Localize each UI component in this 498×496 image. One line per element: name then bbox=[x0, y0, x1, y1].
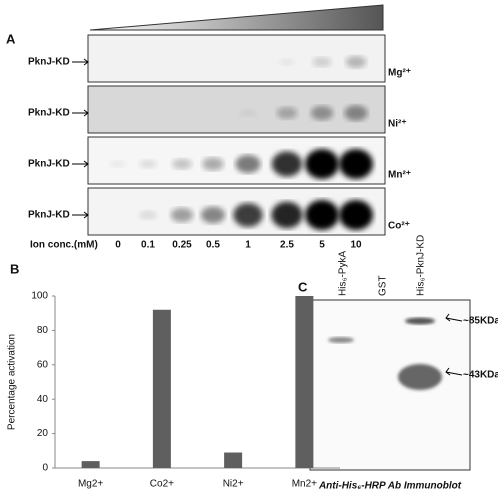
row-label: PknJ-KD bbox=[28, 159, 70, 170]
gel-band bbox=[139, 159, 157, 169]
x-tick-label: Ni2+ bbox=[223, 479, 244, 490]
gel-band bbox=[305, 200, 339, 230]
bar bbox=[224, 452, 243, 468]
lane-label: 5 bbox=[319, 240, 325, 251]
arrow-head bbox=[83, 160, 89, 168]
ion-label: Mn²⁺ bbox=[388, 170, 411, 181]
gel-band bbox=[235, 155, 261, 173]
gel-band bbox=[202, 157, 224, 171]
ion-label: Ni²⁺ bbox=[388, 119, 407, 130]
arrow-head bbox=[83, 58, 89, 66]
ion-label: Co²⁺ bbox=[388, 221, 410, 232]
lane-title: Ion conc.(mM) bbox=[30, 240, 98, 251]
gel-strip bbox=[87, 34, 386, 83]
gel-band bbox=[233, 203, 263, 227]
x-tick-label: Mn2+ bbox=[292, 479, 317, 490]
lane-label: 0.1 bbox=[141, 240, 155, 251]
gel-band bbox=[239, 109, 257, 117]
y-axis-title: Percentage activation bbox=[7, 334, 18, 430]
x-tick-label: Mg2+ bbox=[78, 479, 103, 490]
lane-label: His₆-PykA bbox=[338, 251, 349, 296]
y-tick-label: 80 bbox=[37, 325, 49, 336]
gel-band bbox=[109, 160, 127, 168]
gel-band bbox=[345, 56, 367, 68]
y-tick-label: 0 bbox=[42, 463, 48, 474]
panel-label: C bbox=[298, 279, 308, 294]
gel-band bbox=[170, 207, 194, 223]
lane-label: His₆-PknJ-KD bbox=[416, 235, 427, 296]
band bbox=[398, 364, 442, 390]
y-tick-label: 60 bbox=[37, 359, 49, 370]
gel-band bbox=[278, 58, 296, 66]
band bbox=[328, 337, 354, 343]
blot bbox=[309, 299, 471, 471]
arrow-head bbox=[445, 367, 451, 376]
gel-band bbox=[271, 151, 303, 177]
row-label: PknJ-KD bbox=[28, 210, 70, 221]
gel-strip bbox=[87, 85, 386, 134]
gradient-triangle bbox=[89, 4, 384, 31]
arrow bbox=[445, 371, 463, 376]
gel-band bbox=[339, 149, 373, 179]
marker-label: ~85KDa bbox=[463, 316, 498, 327]
gel-band bbox=[312, 57, 332, 67]
lane-label: 2.5 bbox=[280, 240, 294, 251]
y-tick-label: 100 bbox=[31, 291, 48, 302]
y-tick-label: 40 bbox=[37, 394, 49, 405]
y-tick-label: 20 bbox=[37, 428, 49, 439]
band bbox=[405, 317, 435, 325]
arrow-head bbox=[83, 109, 89, 117]
lane-label: 0.5 bbox=[206, 240, 220, 251]
row-label: PknJ-KD bbox=[28, 108, 70, 119]
marker-label: ~43KDa bbox=[463, 370, 498, 381]
ion-label: Mg²⁺ bbox=[388, 68, 411, 79]
gel-band bbox=[310, 105, 334, 121]
gel-band bbox=[344, 105, 368, 121]
bar bbox=[295, 296, 314, 468]
gel-band bbox=[271, 201, 303, 229]
gel-band bbox=[139, 210, 157, 220]
lane-label: GST bbox=[378, 275, 389, 296]
lane-label: 0 bbox=[115, 240, 121, 251]
gel-band bbox=[339, 200, 373, 230]
arrow bbox=[445, 317, 463, 322]
panel-label: A bbox=[6, 31, 16, 46]
bar bbox=[152, 309, 171, 468]
gel-band bbox=[305, 149, 339, 179]
gel-band bbox=[172, 158, 192, 170]
arrow-head bbox=[83, 211, 89, 219]
lane-label: 0.25 bbox=[172, 240, 192, 251]
gel-band bbox=[276, 107, 298, 119]
row-label: PknJ-KD bbox=[28, 57, 70, 68]
x-tick-label: Co2+ bbox=[150, 479, 174, 490]
lane-label: 1 bbox=[245, 240, 251, 251]
arrow-head bbox=[445, 313, 451, 322]
bar bbox=[81, 461, 100, 468]
gel-band bbox=[200, 206, 226, 224]
caption: Anti-His₆-HRP Ab Immunoblot bbox=[318, 481, 462, 492]
lane-label: 10 bbox=[350, 240, 362, 251]
panel-label: B bbox=[10, 261, 19, 276]
